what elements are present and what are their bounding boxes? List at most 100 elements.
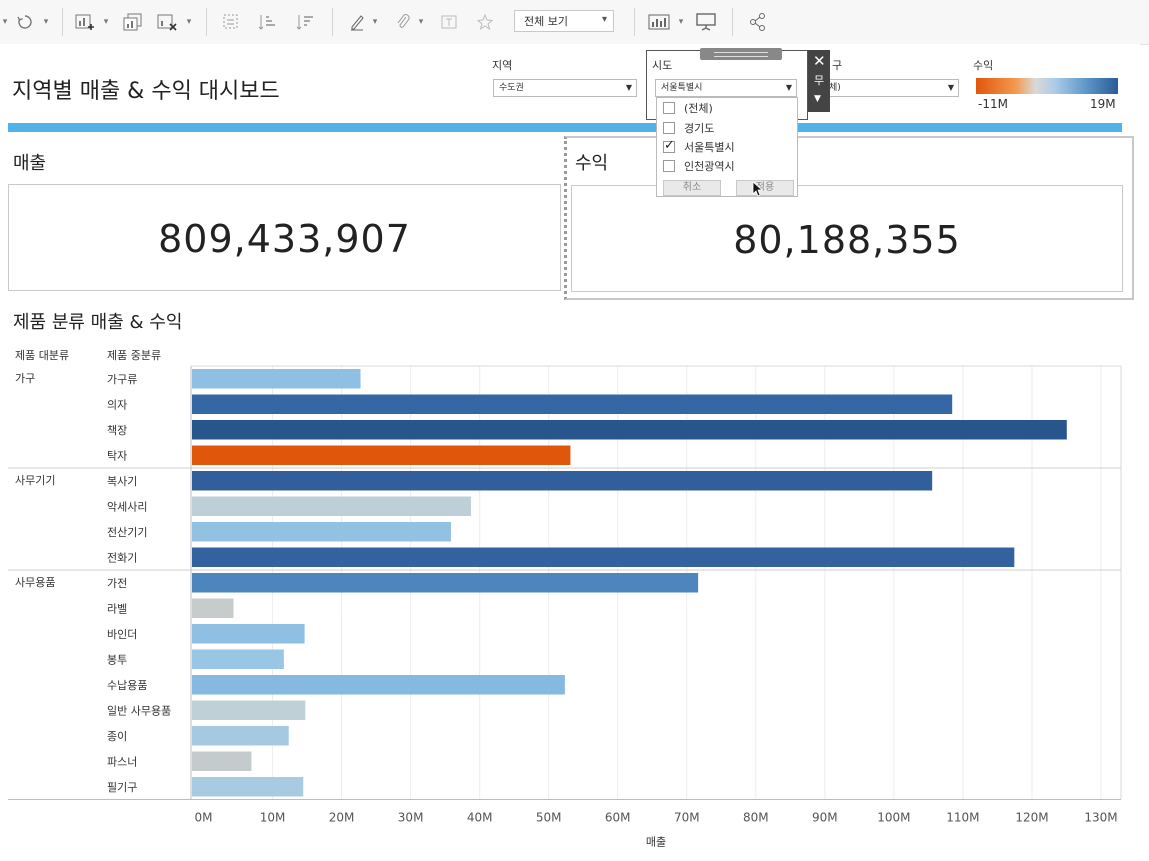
- sort-asc-icon[interactable]: [254, 9, 280, 35]
- profit-kpi-value: 80,188,355: [733, 218, 961, 262]
- bar: [192, 369, 361, 389]
- subcategory-label: 탁자: [107, 450, 127, 463]
- x-axis-title: 매출: [646, 836, 666, 849]
- region-filter-label: 지역: [492, 59, 513, 72]
- x-tick-label: 110M: [946, 811, 979, 825]
- profit-kpi-title: 수익: [575, 153, 609, 174]
- popup-side-panel: ✕ 무 ▼: [808, 50, 830, 112]
- district-filter-select[interactable]: 체) ▼: [823, 79, 959, 97]
- x-tick-label: 100M: [877, 811, 910, 825]
- x-tick-label: 80M: [743, 811, 769, 825]
- district-filter-label: 구: [832, 59, 843, 72]
- highlight-icon[interactable]: [346, 9, 368, 35]
- pin-icon[interactable]: [474, 9, 496, 35]
- duplicate-chart-icon[interactable]: [120, 9, 146, 35]
- dashboard-title: 지역별 매출 & 수익 대시보드: [12, 79, 280, 104]
- option-gyeonggi[interactable]: 경기도: [663, 120, 714, 136]
- subcategory-label: 라벨: [107, 603, 127, 616]
- dropdown-caret-icon[interactable]: ▾: [43, 17, 49, 27]
- clear-chart-icon[interactable]: [154, 9, 180, 35]
- subcategory-label: 바인더: [107, 628, 137, 641]
- subcategory-label: 책장: [107, 424, 127, 437]
- option-incheon[interactable]: 인천광역시: [663, 158, 735, 174]
- option-seoul[interactable]: 서울특별시: [663, 138, 735, 155]
- x-tick-label: 130M: [1084, 811, 1117, 825]
- subcategory-label: 종이: [107, 730, 127, 743]
- chevron-down-icon: ▼: [947, 83, 954, 92]
- profit-color-legend: [976, 78, 1118, 94]
- x-tick-label: 120M: [1015, 811, 1048, 825]
- subcategory-label: 가구류: [107, 373, 137, 386]
- bar: [192, 394, 953, 414]
- x-tick-label: 60M: [605, 811, 631, 825]
- subcategory-label: 전화기: [107, 552, 137, 565]
- bar: [192, 777, 304, 797]
- option-label: (전체): [684, 102, 713, 115]
- option-all[interactable]: (전체): [663, 100, 713, 116]
- subcategory-label: 수납용품: [107, 679, 147, 692]
- sales-kpi-title: 매출: [13, 153, 47, 174]
- region-filter-value: 수도권: [499, 83, 524, 93]
- dropdown-caret-icon[interactable]: ▾: [418, 17, 424, 27]
- bar: [192, 573, 699, 593]
- subcategory-label: 악세사리: [107, 501, 147, 514]
- bar: [192, 598, 234, 618]
- subcategory-label: 전산기기: [107, 526, 147, 539]
- subcategory-label: 필기구: [107, 781, 137, 794]
- accent-bar: [8, 123, 1122, 132]
- x-tick-label: 40M: [467, 811, 493, 825]
- add-chart-icon[interactable]: [72, 9, 98, 35]
- bar: [192, 700, 306, 720]
- checkbox-checked-icon[interactable]: [663, 138, 675, 153]
- option-label: 서울특별시: [684, 141, 735, 154]
- show-me-icon[interactable]: [646, 9, 674, 35]
- column-header-subcategory: 제품 중분류: [107, 349, 161, 362]
- presentation-icon[interactable]: [694, 9, 718, 35]
- profit-legend-min: -11M: [978, 97, 1008, 111]
- apply-button[interactable]: 적용: [736, 180, 794, 196]
- chevron-down-icon: ▼: [625, 83, 632, 92]
- cancel-button[interactable]: 취소: [663, 180, 721, 196]
- option-label: 경기도: [684, 122, 715, 135]
- province-filter-select[interactable]: 서울특별시 ▼: [655, 79, 797, 97]
- x-tick-label: 30M: [398, 811, 424, 825]
- bar: [192, 445, 571, 465]
- region-filter-select[interactable]: 수도권 ▼: [493, 79, 637, 97]
- profit-legend-label: 수익: [973, 59, 994, 72]
- dropdown-caret-icon[interactable]: ▾: [186, 17, 192, 27]
- close-icon[interactable]: ✕: [813, 52, 826, 70]
- swap-icon[interactable]: [218, 9, 244, 35]
- attach-icon[interactable]: [392, 9, 414, 35]
- text-icon[interactable]: [438, 9, 460, 35]
- dropdown-caret-icon[interactable]: ▾: [678, 17, 684, 27]
- checkbox-icon[interactable]: [663, 122, 675, 134]
- checkbox-icon[interactable]: [663, 102, 675, 114]
- mouse-cursor-icon: [752, 181, 764, 197]
- dropdown-caret-icon[interactable]: ▾: [2, 17, 8, 27]
- chevron-down-icon[interactable]: ▼: [814, 94, 821, 104]
- bar: [192, 522, 451, 542]
- popup-side-label: 무: [814, 74, 825, 87]
- share-icon[interactable]: [746, 9, 770, 35]
- bar: [192, 471, 933, 491]
- view-mode-select[interactable]: 전체 보기 ▾: [514, 10, 614, 32]
- subcategory-label: 파스너: [107, 756, 137, 769]
- chart-section-title: 제품 분류 매출 & 수익: [13, 312, 183, 333]
- sort-desc-icon[interactable]: [292, 9, 318, 35]
- bar: [192, 496, 471, 516]
- x-tick-label: 10M: [260, 811, 286, 825]
- x-tick-label: 0M: [195, 811, 213, 825]
- chevron-down-icon: ▾: [601, 14, 607, 25]
- dropdown-caret-icon[interactable]: ▾: [372, 17, 378, 27]
- checkbox-icon[interactable]: [663, 160, 675, 172]
- profit-legend-max: 19M: [1090, 97, 1116, 111]
- bar: [192, 751, 252, 771]
- drag-handle-icon[interactable]: [700, 48, 782, 60]
- subcategory-label: 일반 사무용품: [107, 704, 171, 718]
- sales-kpi-value: 809,433,907: [158, 217, 411, 261]
- refresh-icon[interactable]: [14, 9, 36, 35]
- dropdown-caret-icon[interactable]: ▾: [103, 17, 109, 27]
- category-label: 가구: [15, 372, 35, 385]
- bar: [192, 649, 284, 669]
- bar: [192, 420, 1067, 440]
